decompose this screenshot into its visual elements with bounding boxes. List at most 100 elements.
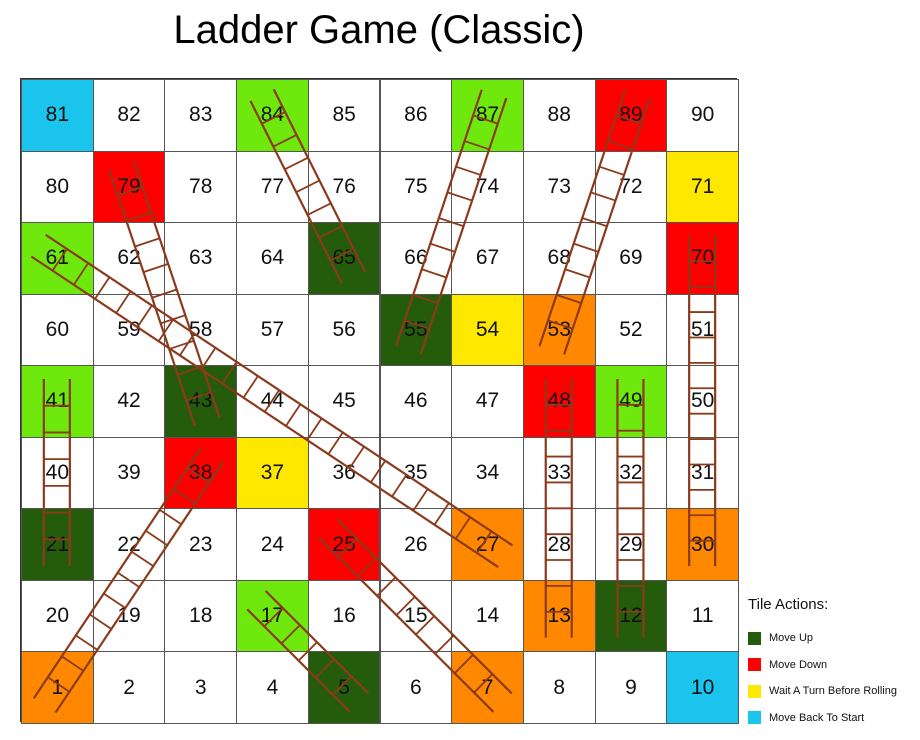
tile-number: 9 [625, 675, 637, 699]
tile-56: 56 [307, 293, 381, 367]
tile-72: 72 [594, 150, 668, 224]
tile-number: 70 [690, 246, 715, 270]
legend-item: Move Up [748, 625, 897, 652]
tile-number: 47 [475, 389, 500, 413]
tile-78: 78 [164, 150, 238, 224]
tile-63: 63 [164, 222, 238, 295]
tile-51: 51 [666, 293, 739, 367]
tile-42: 42 [92, 365, 166, 438]
tile-80: 80 [21, 150, 94, 224]
tile-number: 83 [189, 103, 213, 127]
tile-number: 28 [547, 532, 571, 556]
tile-number: 40 [45, 461, 70, 485]
tile-53: 53 [522, 293, 596, 367]
tile-57: 57 [236, 293, 309, 367]
tile-29: 29 [594, 508, 668, 581]
tile-number: 32 [619, 461, 643, 485]
tile-3: 3 [164, 651, 238, 724]
tile-number: 42 [117, 389, 141, 413]
tile-number: 82 [117, 103, 141, 127]
tile-number: 39 [117, 461, 141, 485]
tile-number: 74 [475, 174, 500, 198]
tile-48: 48 [522, 365, 596, 438]
tile-number: 76 [332, 174, 356, 198]
tile-40: 40 [21, 436, 94, 510]
tile-number: 81 [45, 103, 70, 127]
tile-31: 31 [666, 436, 739, 510]
tile-10: 10 [666, 651, 739, 724]
tile-number: 63 [189, 246, 213, 270]
tile-12: 12 [594, 579, 668, 653]
legend-title: Tile Actions: [748, 596, 829, 613]
tile-number: 6 [410, 675, 422, 699]
tile-number: 25 [332, 532, 356, 556]
tile-65: 65 [307, 222, 381, 295]
tile-8: 8 [522, 651, 596, 724]
tile-36: 36 [307, 436, 381, 510]
tile-number: 14 [475, 604, 500, 628]
tile-number: 72 [619, 174, 643, 198]
tile-number: 59 [117, 317, 141, 341]
tile-number: 12 [619, 604, 643, 628]
tile-77: 77 [236, 150, 309, 224]
tile-47: 47 [451, 365, 524, 438]
tile-64: 64 [236, 222, 309, 295]
legend-label: Wait A Turn Before Rolling [769, 685, 897, 698]
tile-33: 33 [522, 436, 596, 510]
tile-number: 84 [260, 103, 285, 127]
tile-76: 76 [307, 150, 381, 224]
tile-number: 73 [547, 174, 571, 198]
tile-number: 19 [117, 604, 141, 628]
tile-number: 48 [547, 389, 571, 413]
tile-69: 69 [594, 222, 668, 295]
tile-70: 70 [666, 222, 739, 295]
tile-number: 89 [619, 103, 643, 127]
tile-number: 88 [547, 103, 571, 127]
tile-21: 21 [21, 508, 94, 581]
tile-number: 50 [690, 389, 715, 413]
tile-88: 88 [522, 79, 596, 152]
tile-45: 45 [307, 365, 381, 438]
tile-number: 65 [332, 246, 356, 270]
tile-1: 1 [21, 651, 94, 724]
tile-46: 46 [379, 365, 453, 438]
tile-number: 15 [404, 604, 428, 628]
tile-actions-legend: Tile Actions: Move Up Move Down Wait A Tur… [748, 596, 897, 731]
tile-50: 50 [666, 365, 739, 438]
tile-number: 56 [332, 317, 356, 341]
tile-35: 35 [379, 436, 453, 510]
tile-number: 8 [553, 675, 566, 699]
tile-number: 58 [189, 317, 213, 341]
tile-number: 26 [404, 532, 428, 556]
tile-number: 22 [117, 532, 141, 556]
tile-90: 90 [666, 79, 739, 152]
legend-label: Move Up [769, 632, 814, 645]
tile-number: 49 [619, 389, 643, 413]
tile-number: 86 [404, 103, 428, 127]
tile-number: 10 [690, 675, 715, 699]
tile-49: 49 [594, 365, 668, 438]
tile-28: 28 [522, 508, 596, 581]
tile-18: 18 [164, 579, 238, 653]
tile-number: 53 [547, 317, 571, 341]
tile-79: 79 [92, 150, 166, 224]
tile-number: 27 [475, 532, 500, 556]
tile-82: 82 [92, 79, 166, 152]
tile-number: 29 [619, 532, 643, 556]
tile-34: 34 [451, 436, 524, 510]
tile-number: 71 [690, 174, 715, 198]
tile-59: 59 [92, 293, 166, 367]
legend-swatch [748, 711, 761, 725]
tile-27: 27 [451, 508, 524, 581]
tile-4: 4 [236, 651, 309, 724]
tile-20: 20 [21, 579, 94, 653]
tile-number: 54 [475, 317, 500, 341]
tile-number: 66 [404, 246, 428, 270]
tile-85: 85 [307, 79, 381, 152]
tile-23: 23 [164, 508, 238, 581]
tile-84: 84 [236, 79, 309, 152]
tile-number: 46 [404, 389, 428, 413]
tile-number: 36 [332, 461, 356, 485]
tile-number: 33 [547, 461, 571, 485]
legend-label: Move Down [769, 658, 828, 671]
